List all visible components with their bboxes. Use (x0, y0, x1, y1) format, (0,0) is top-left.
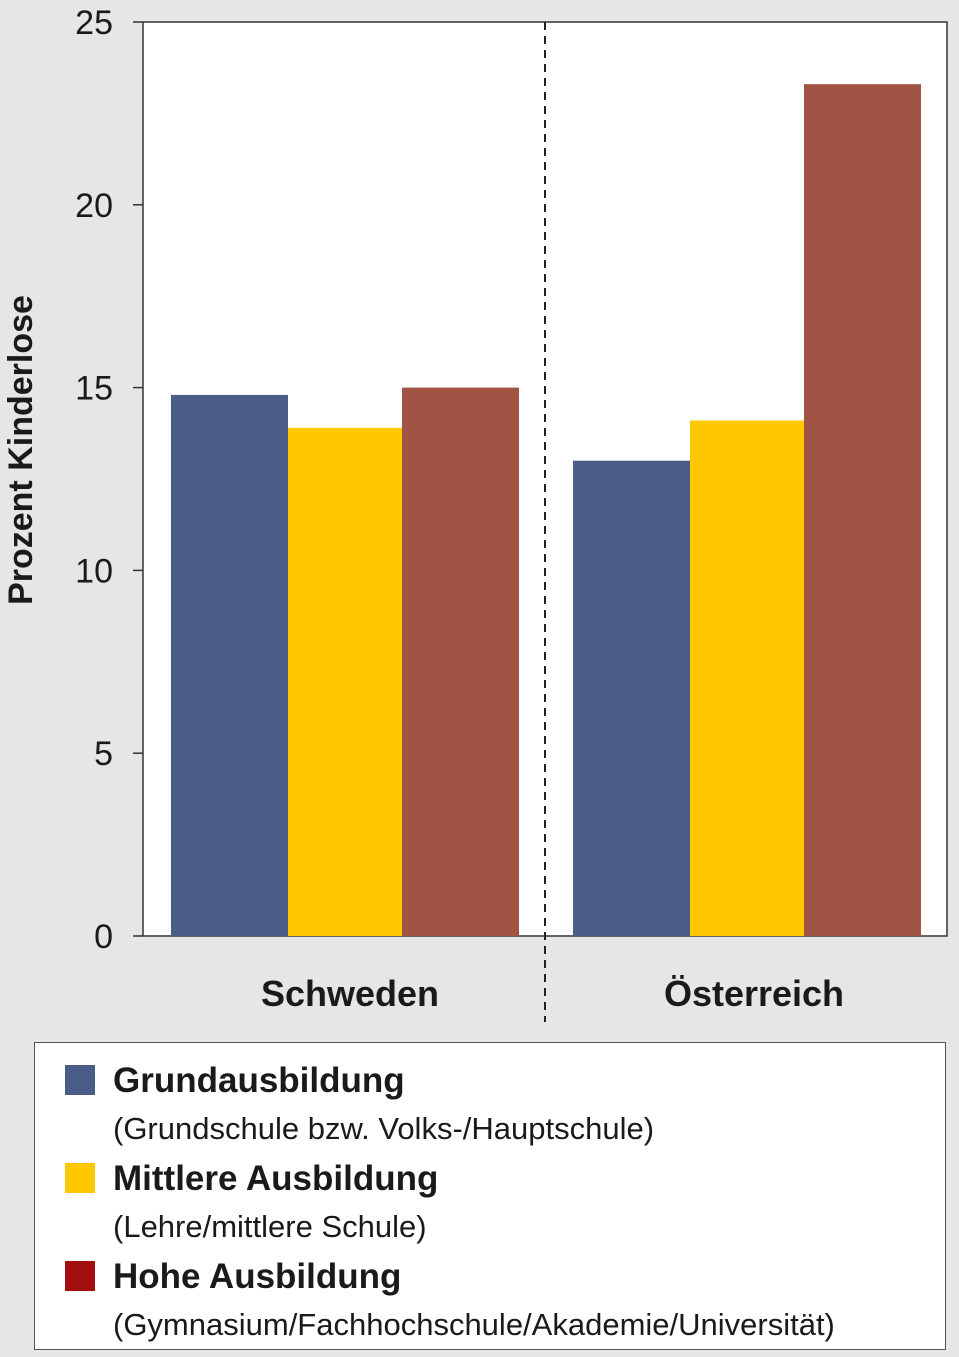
y-tick-label: 5 (94, 735, 113, 773)
bar-österreich-2 (804, 84, 921, 937)
legend-swatch (65, 1261, 95, 1291)
y-tick-label: 15 (75, 370, 113, 408)
legend-sublabel: (Lehre/mittlere Schule) (113, 1209, 427, 1244)
legend-label: Mittlere Ausbildung (113, 1159, 439, 1198)
legend-swatch (65, 1065, 95, 1095)
x-axis: Schweden Österreich (261, 973, 844, 1014)
legend-sublabel: (Gymnasium/Fachhochschule/Akademie/Unive… (113, 1307, 835, 1342)
bars (171, 84, 921, 937)
bar-schweden-0 (171, 394, 288, 936)
bar-österreich-0 (573, 460, 690, 936)
bar-österreich-1 (690, 420, 804, 936)
x-category-label: Schweden (261, 973, 439, 1014)
bar-chart: 0 5 10 15 20 25 Schweden Österreich Prozent Ki… (2, 4, 948, 1022)
legend: Grundausbildung (Grundschule bzw. Volks-… (34, 1042, 946, 1350)
y-axis-title: Prozent Kinderlose (2, 295, 40, 605)
y-tick-label: 25 (75, 4, 113, 42)
legend-label: Grundausbildung (113, 1061, 405, 1100)
bar-schweden-2 (402, 387, 519, 937)
legend-label: Hohe Ausbildung (113, 1257, 402, 1296)
x-category-label: Österreich (664, 973, 844, 1014)
bar-schweden-1 (288, 427, 402, 936)
y-tick-label: 10 (75, 552, 113, 590)
legend-swatch (65, 1163, 95, 1193)
y-tick-label: 0 (94, 918, 113, 956)
y-tick-label: 20 (75, 187, 113, 225)
y-axis: 0 5 10 15 20 25 (75, 4, 143, 956)
legend-sublabel: (Grundschule bzw. Volks-/Hauptschule) (113, 1111, 655, 1146)
